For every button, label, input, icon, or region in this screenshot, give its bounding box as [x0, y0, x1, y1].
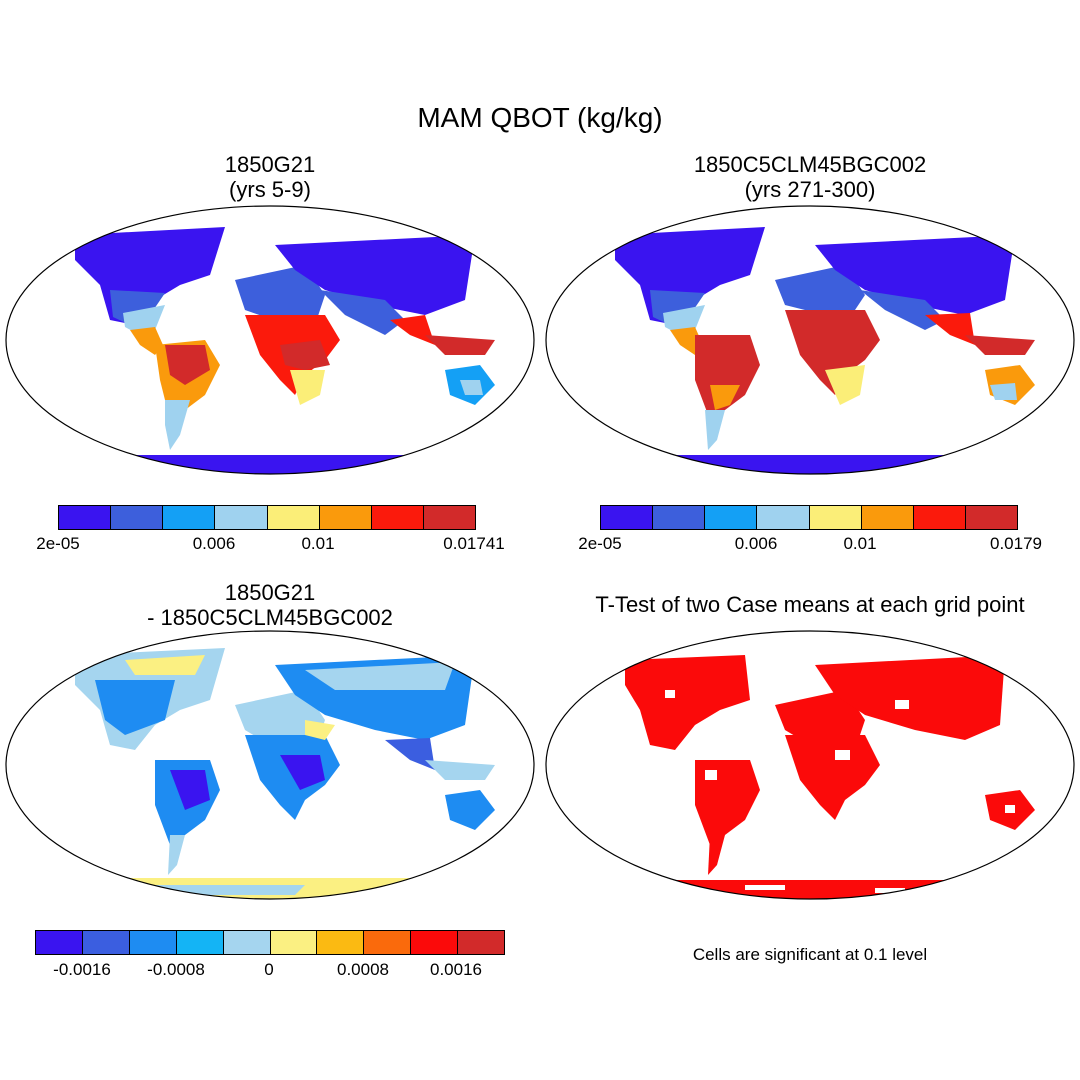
colorbar-swatch [36, 931, 83, 954]
map-case1 [5, 205, 535, 475]
colorbar-swatch [705, 506, 758, 529]
colorbar-label: 0.01741 [443, 534, 505, 553]
colorbar-label: 0.006 [192, 534, 236, 553]
map-ttest [545, 630, 1075, 900]
colorbar-swatch [965, 506, 1017, 529]
colorbar-swatch [270, 931, 318, 954]
map-case2 [545, 205, 1075, 475]
colorbar-swatch [111, 506, 164, 529]
figure-title: MAM QBOT (kg/kg) [417, 102, 663, 133]
colorbar-swatch [82, 931, 130, 954]
colorbar-swatch [458, 931, 505, 954]
colorbar-label: 0 [264, 960, 274, 979]
map-difference [5, 630, 535, 900]
colorbar-label: 2e-05 [36, 534, 80, 553]
colorbar-swatch [59, 506, 112, 529]
panel-title-line1: 1850G21 [224, 580, 316, 605]
colorbar-label: 0.0016 [430, 960, 482, 979]
panel-title-line1: 1850G21 [224, 152, 316, 177]
colorbar-swatch [913, 506, 966, 529]
colorbar-label: 0.0008 [337, 960, 389, 979]
colorbar-swatch [653, 506, 706, 529]
colorbar-swatch [267, 506, 320, 529]
colorbar-swatch [371, 506, 424, 529]
colorbar-label: 0.0179 [990, 534, 1042, 553]
colorbar-label: -0.0008 [147, 960, 205, 979]
colorbar-difference [35, 930, 505, 955]
panel-title-case2: 1850C5CLM45BGC002 (yrs 271-300) [630, 152, 990, 202]
colorbar-swatch [861, 506, 914, 529]
colorbar-label: 0.01 [301, 534, 335, 553]
colorbar-swatch [129, 931, 177, 954]
colorbar-swatch [223, 931, 271, 954]
colorbar-label: 2e-05 [578, 534, 622, 553]
colorbar-swatch [215, 506, 268, 529]
panel-title-ttest: T-Test of two Case means at each grid po… [595, 592, 1025, 617]
colorbar-label: 0.006 [734, 534, 778, 553]
colorbar-swatch [319, 506, 372, 529]
colorbar-label: 0.01 [843, 534, 877, 553]
panel-title-line2: (yrs 5-9) [229, 177, 311, 202]
colorbar-case1 [58, 505, 476, 530]
colorbar-swatch [757, 506, 810, 529]
panel-title-line2: - 1850C5CLM45BGC002 [147, 605, 393, 630]
panel-title-case1: 1850G21 (yrs 5-9) [90, 152, 450, 202]
colorbar-swatch [176, 931, 224, 954]
colorbar-swatch [809, 506, 862, 529]
panel-title-line2: (yrs 271-300) [744, 177, 876, 202]
colorbar-case2 [600, 505, 1018, 530]
colorbar-swatch [411, 931, 459, 954]
colorbar-swatch [163, 506, 216, 529]
colorbar-label: -0.0016 [53, 960, 111, 979]
colorbar-swatch [317, 931, 365, 954]
panel-title-difference: 1850G21 - 1850C5CLM45BGC002 [90, 580, 450, 630]
significance-note: Cells are significant at 0.1 level [692, 945, 928, 964]
panel-title-line1: 1850C5CLM45BGC002 [693, 152, 927, 177]
colorbar-swatch [423, 506, 475, 529]
colorbar-swatch [601, 506, 654, 529]
colorbar-swatch [364, 931, 412, 954]
